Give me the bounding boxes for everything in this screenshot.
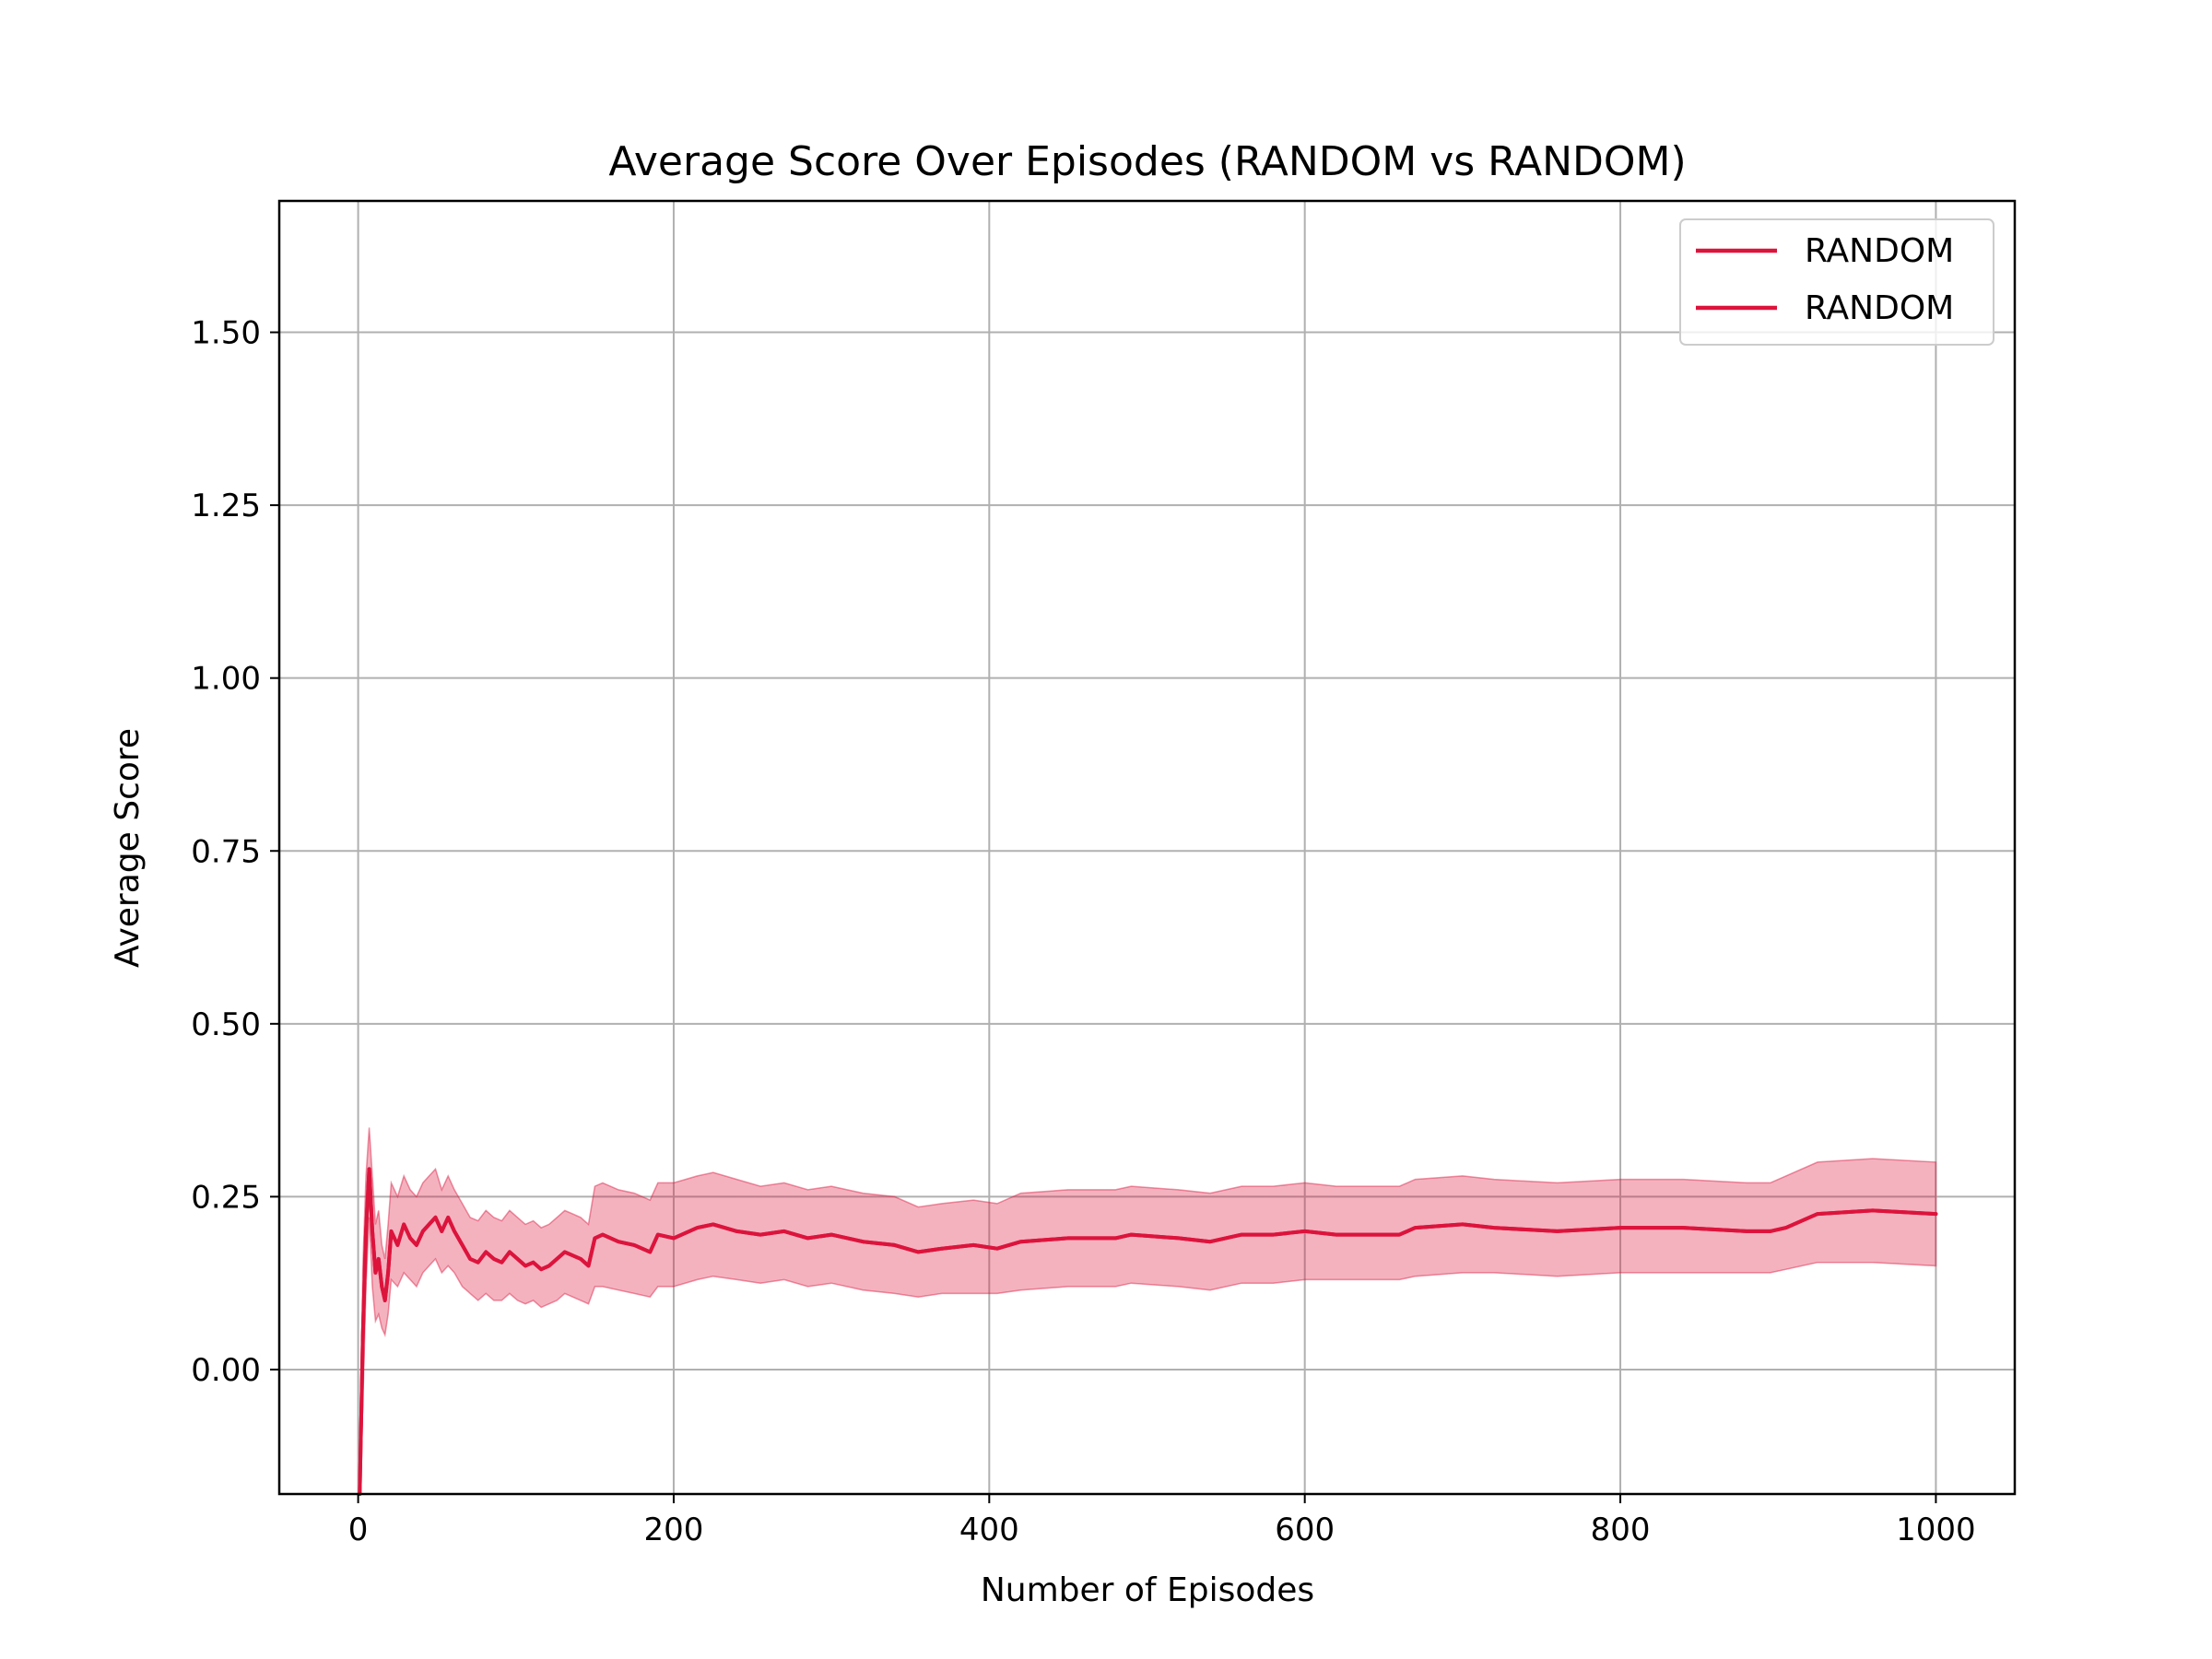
series-lines [358, 1167, 1938, 1496]
x-tick-label-2: 400 [959, 1512, 1019, 1548]
x-axis-label: Number of Episodes [981, 1571, 1314, 1609]
chart-title: Average Score Over Episodes (RANDOM vs R… [608, 138, 1686, 185]
y-tick-label-1: 0.25 [191, 1179, 261, 1216]
legend-label-random-1: RANDOM [1805, 232, 1954, 270]
y-tick-label-3: 0.75 [191, 833, 261, 870]
x-tick-label-1: 200 [644, 1512, 704, 1548]
grid-lines [279, 201, 2015, 1494]
y-axis-ticks: 0.00 0.25 0.50 0.75 1.00 1.25 1.50 [191, 315, 279, 1389]
y-tick-label-6: 1.50 [191, 315, 261, 352]
legend: RANDOM RANDOM [1679, 218, 1994, 346]
x-tick-label-4: 800 [1591, 1512, 1651, 1548]
x-tick-label-5: 1000 [1896, 1512, 1976, 1548]
y-tick-label-2: 0.50 [191, 1006, 261, 1043]
x-axis-ticks: 0 200 400 600 800 1000 [348, 1494, 1976, 1548]
plot-frame [277, 199, 2017, 1496]
series-line-2 [358, 1167, 1938, 1496]
y-tick-label-0: 0.00 [191, 1352, 261, 1389]
y-tick-label-4: 1.00 [191, 661, 261, 698]
y-tick-label-5: 1.25 [191, 488, 261, 524]
y-axis-label: Average Score [109, 728, 147, 968]
x-tick-label-0: 0 [348, 1512, 369, 1548]
x-tick-label-3: 600 [1275, 1512, 1335, 1548]
legend-label-random-2: RANDOM [1805, 289, 1954, 327]
